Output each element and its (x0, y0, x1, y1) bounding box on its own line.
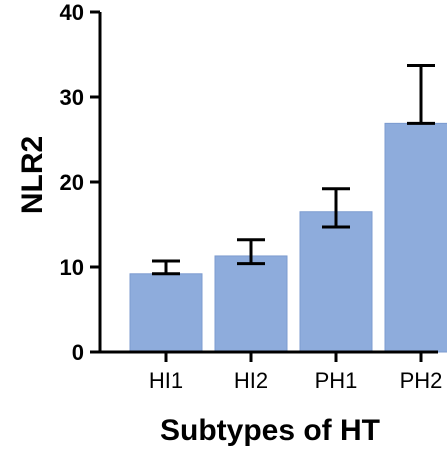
y-tick-label-30: 30 (60, 85, 84, 110)
bar-ph1 (299, 211, 373, 353)
bar-hi1 (129, 273, 203, 353)
y-tick-label-0: 0 (72, 340, 84, 365)
x-ticks-layer: HI1 HI2 PH1 PH2 (149, 352, 443, 393)
y-tick-label-20: 20 (60, 170, 84, 195)
error-bars-layer (152, 64, 435, 276)
y-axis-title: NLR2 (16, 136, 49, 214)
x-tick-label-hi2: HI2 (234, 368, 268, 393)
x-tick-label-ph1: PH1 (315, 368, 358, 393)
y-ticks-layer: 0 10 20 30 40 (60, 0, 100, 365)
y-tick-label-10: 10 (60, 255, 84, 280)
bar-ph2 (384, 122, 447, 353)
bars-layer (129, 122, 447, 353)
y-tick-label-40: 40 (60, 0, 84, 25)
x-tick-label-hi1: HI1 (149, 368, 183, 393)
x-tick-label-ph2: PH2 (400, 368, 443, 393)
bar-hi2 (214, 255, 288, 353)
x-axis-title: Subtypes of HT (160, 414, 380, 447)
